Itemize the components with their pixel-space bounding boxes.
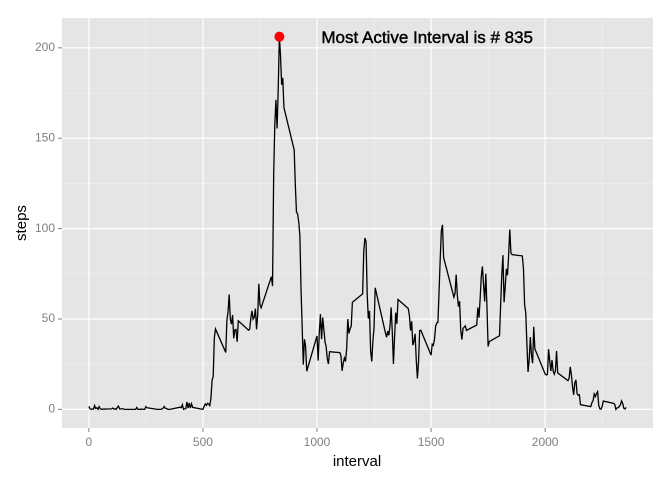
y-axis-title: steps bbox=[13, 205, 30, 241]
y-tick-label: 200 bbox=[35, 40, 55, 54]
annotation: Most Active Interval is # 835 bbox=[321, 28, 533, 47]
y-tick-label: 50 bbox=[42, 311, 56, 325]
panel bbox=[62, 18, 653, 428]
highlight-point bbox=[274, 31, 285, 42]
x-tick-label: 500 bbox=[193, 435, 213, 449]
x-tick-label: 1000 bbox=[304, 435, 331, 449]
grid bbox=[62, 18, 653, 428]
y-tick-label: 150 bbox=[35, 130, 55, 144]
y-tick-label: 100 bbox=[35, 221, 55, 235]
x-axis-title: interval bbox=[333, 453, 381, 470]
x-tick-label: 2000 bbox=[532, 435, 559, 449]
x-tick-label: 1500 bbox=[418, 435, 445, 449]
x-tick-label: 0 bbox=[86, 435, 93, 449]
line bbox=[88, 36, 627, 411]
y-tick-label: 0 bbox=[48, 402, 55, 416]
marks: Most Active Interval is # 835 bbox=[88, 28, 627, 411]
